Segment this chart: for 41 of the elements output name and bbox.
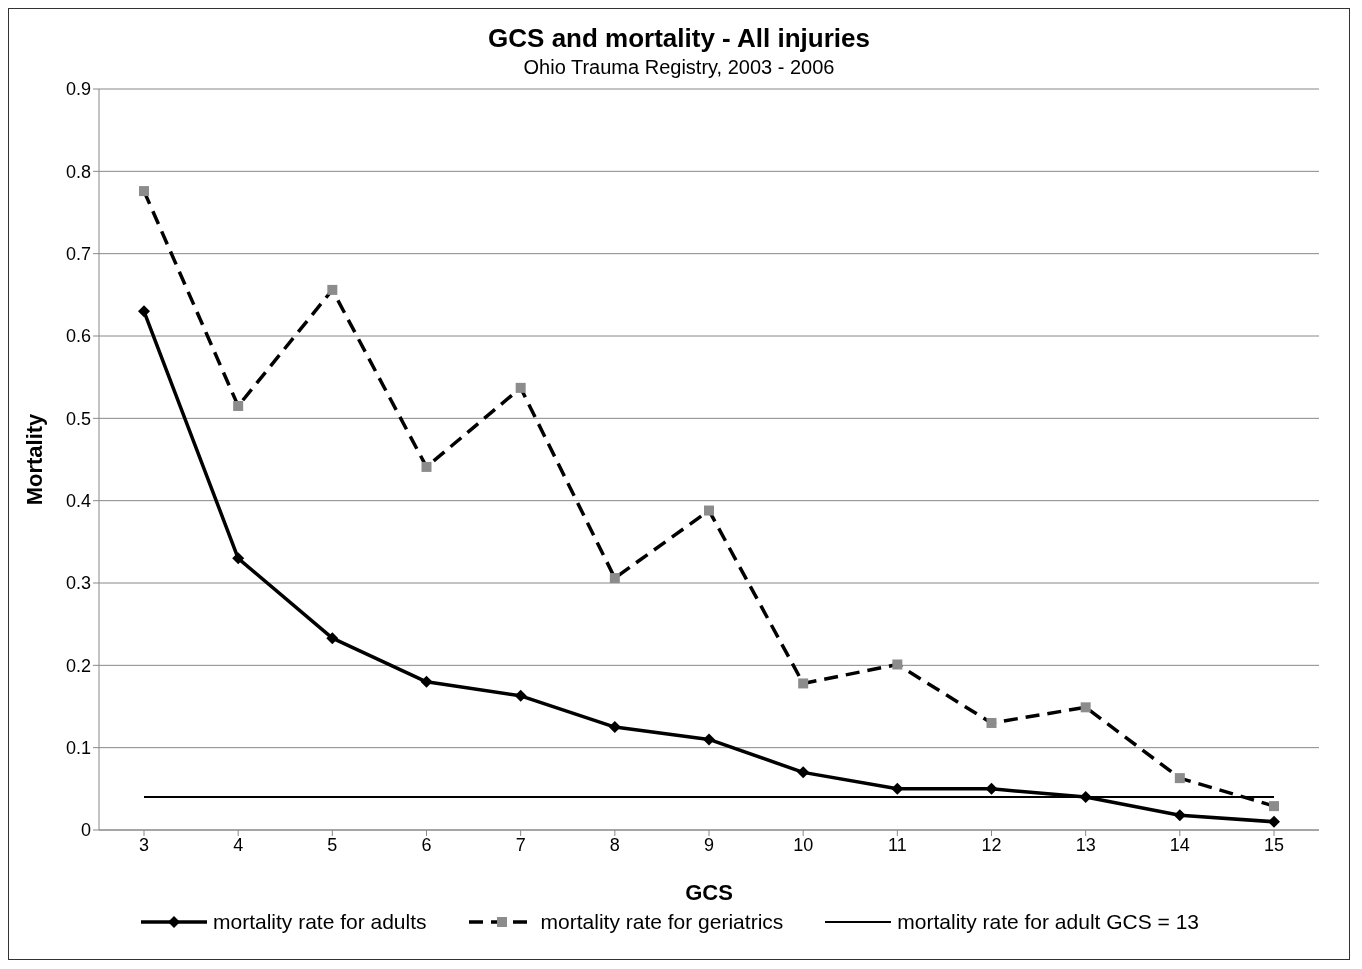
legend-label: mortality rate for adult GCS = 13 bbox=[897, 910, 1200, 934]
y-tick-label: 0.5 bbox=[65, 408, 91, 429]
legend-label: mortality rate for adults bbox=[212, 910, 427, 934]
point bbox=[1173, 809, 1186, 822]
point bbox=[1079, 791, 1092, 804]
y-tick-label: 0.4 bbox=[65, 491, 91, 512]
legend-label: mortality rate for geriatrics bbox=[540, 910, 784, 934]
point bbox=[232, 552, 245, 565]
x-tick-label: 3 bbox=[138, 834, 150, 855]
x-tick-label: 11 bbox=[887, 834, 907, 855]
x-axis-title: GCS bbox=[685, 880, 733, 905]
x-tick-label: 7 bbox=[515, 834, 526, 855]
y-tick-label: 0.6 bbox=[65, 326, 91, 347]
point bbox=[703, 733, 715, 746]
y-tick-label: 0.7 bbox=[65, 244, 91, 265]
y-tick-label: 0.1 bbox=[65, 738, 91, 759]
x-tick-label: 5 bbox=[327, 834, 338, 855]
point bbox=[326, 632, 339, 645]
y-tick-label: 0.9 bbox=[65, 79, 91, 100]
x-tick-label: 14 bbox=[1169, 834, 1190, 855]
y-axis-title: Mortality bbox=[21, 412, 47, 506]
y-tick-label: 0.8 bbox=[65, 161, 91, 182]
x-tick-label: 13 bbox=[1075, 834, 1096, 855]
point bbox=[420, 675, 433, 688]
chart-title: GCS and mortality - All injuries bbox=[487, 23, 871, 54]
x-tick-label: 9 bbox=[703, 834, 715, 855]
x-tick-label: 4 bbox=[233, 834, 244, 855]
chart-subtitle: Ohio Trauma Registry, 2003 - 2006 bbox=[522, 56, 836, 79]
y-tick-label: 0.3 bbox=[65, 573, 91, 594]
y-tick-label: 0.2 bbox=[65, 655, 91, 676]
point bbox=[138, 305, 150, 318]
point bbox=[608, 721, 621, 734]
y-tick-label: 0 bbox=[80, 820, 91, 841]
x-tick-label: 10 bbox=[793, 834, 814, 855]
point bbox=[514, 689, 527, 702]
point bbox=[1268, 815, 1280, 828]
x-tick-label: 6 bbox=[421, 834, 432, 855]
point bbox=[797, 766, 810, 779]
x-tick-label: 8 bbox=[609, 834, 620, 855]
x-tick-label: 12 bbox=[981, 834, 1002, 855]
x-tick-label: 15 bbox=[1263, 834, 1285, 855]
